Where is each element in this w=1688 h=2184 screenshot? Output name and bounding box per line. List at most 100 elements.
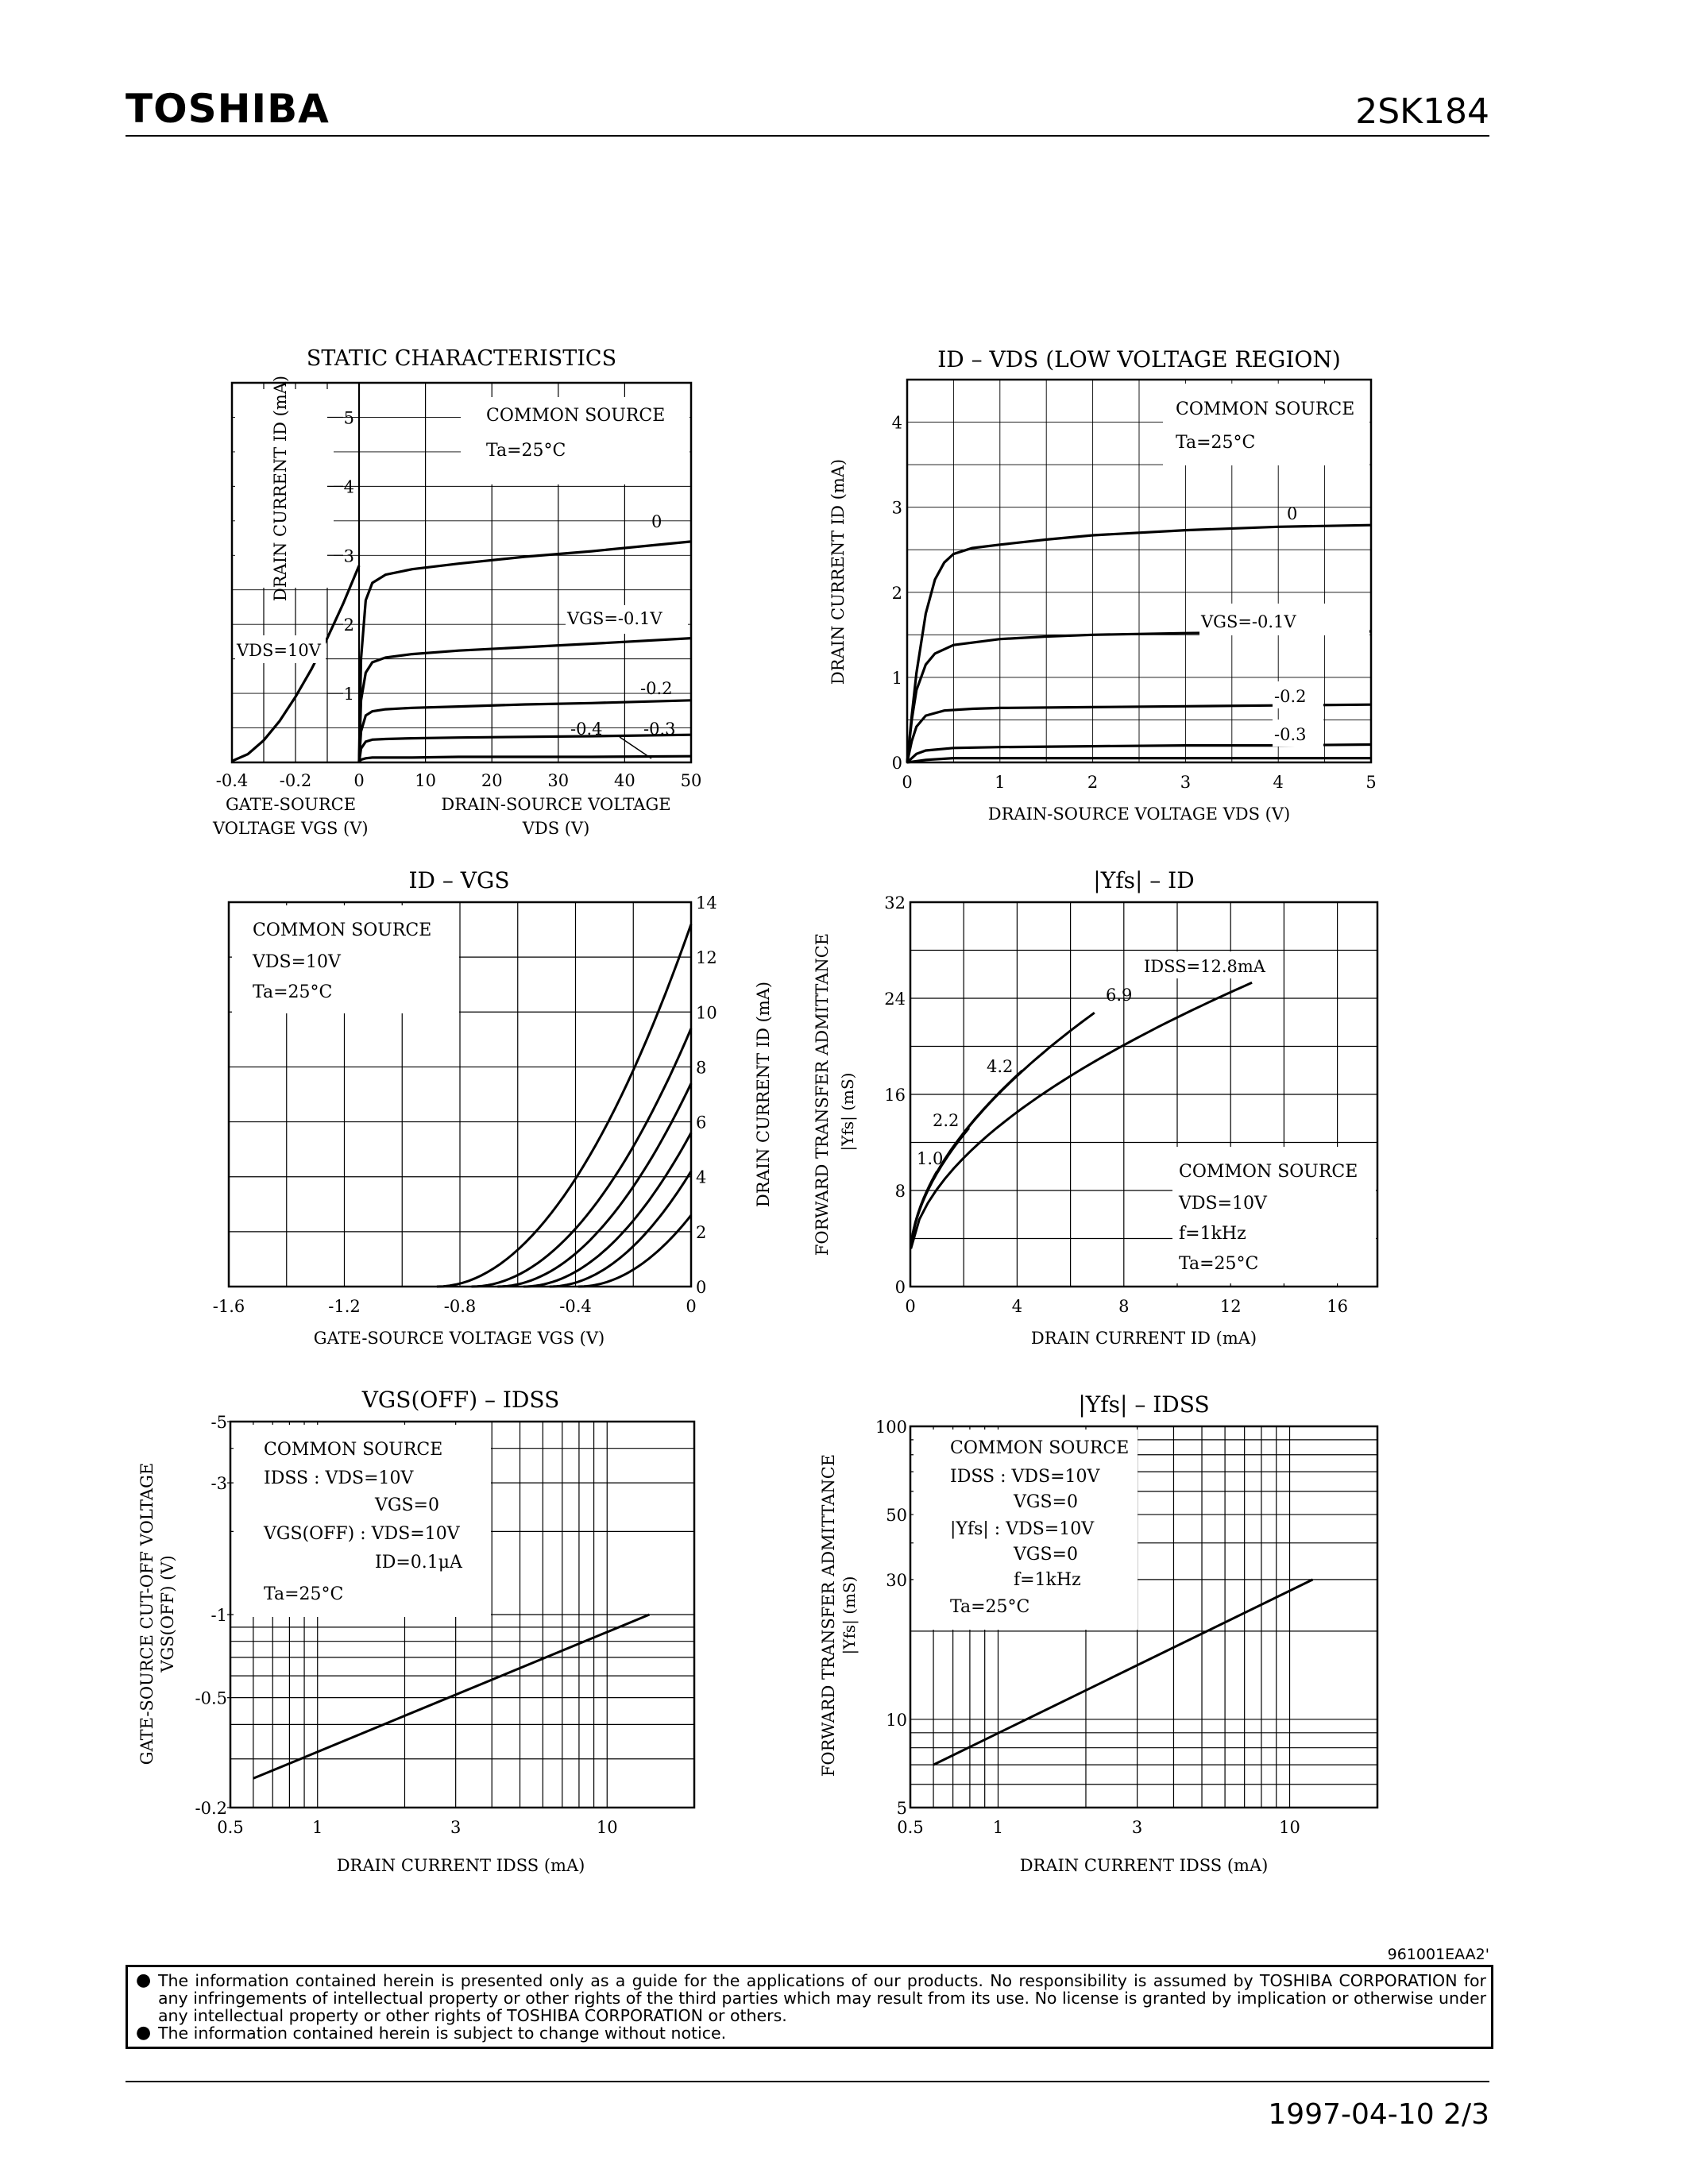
x-tick-label: 5 — [1365, 773, 1376, 792]
x-axis-label: DRAIN CURRENT IDSS (mA) — [337, 1856, 585, 1875]
transfer-curve — [578, 1214, 693, 1288]
condition-text: VDS=10V — [252, 952, 342, 972]
y-tick-label: 4 — [344, 477, 354, 496]
condition-text: VGS=0 — [1013, 1545, 1078, 1565]
output-curve — [357, 733, 692, 763]
chart-title: |Yfs| – IDSS — [1078, 1391, 1209, 1418]
x-axis-label: DRAIN-SOURCE VOLTAGE VDS (V) — [988, 805, 1290, 824]
condition-text: Ta=25°C — [486, 441, 566, 461]
chart-title: |Yfs| – ID — [1093, 867, 1194, 893]
series-label: 0 — [1287, 504, 1297, 523]
admittance-line — [933, 1578, 1314, 1766]
legend-background — [234, 1425, 491, 1617]
y-tick-label: 2 — [892, 584, 902, 603]
y-tick-label: 2 — [344, 615, 354, 635]
disclaimer-text: The information contained herein is subj… — [158, 2024, 727, 2043]
y-tick-label: 10 — [886, 1711, 907, 1730]
y-tick-label: -1 — [211, 1606, 227, 1625]
document-id: 961001EAA2' — [1387, 1946, 1489, 1963]
y-tick-label: 4 — [892, 414, 902, 433]
plot-frame — [906, 378, 1373, 764]
y-tick-label: 6 — [696, 1113, 706, 1133]
disclaimer-text: The information contained herein is pres… — [158, 1971, 1486, 2025]
y-axis-label: |Yfs| (mS) — [840, 1576, 859, 1655]
output-curve — [357, 637, 692, 763]
x-axis-label: DRAIN-SOURCE VOLTAGE — [441, 795, 670, 814]
output-curve — [906, 743, 1372, 764]
y-tick-label: 0 — [696, 1278, 706, 1297]
date-page: 1997-04-10 2/3 — [1268, 2098, 1489, 2131]
x-tick-label: -1.6 — [213, 1297, 245, 1316]
y-tick-label: 5 — [897, 1799, 907, 1818]
part-number: 2SK184 — [1355, 91, 1489, 132]
x-tick-label: 20 — [481, 771, 503, 790]
series-label: IDSS=12.8mA — [1144, 957, 1266, 976]
x-axis-label: GATE-SOURCE VOLTAGE VGS (V) — [314, 1329, 605, 1348]
cutoff-line — [253, 1613, 651, 1780]
transfer-curve — [471, 1028, 693, 1288]
y-tick-label: 8 — [895, 1182, 906, 1201]
transfer-curve — [231, 565, 361, 762]
series-label: -0.2 — [1274, 687, 1307, 706]
x-tick-label: 3 — [450, 1818, 461, 1837]
x-tick-label: 3 — [1132, 1818, 1142, 1837]
header-rule — [126, 135, 1489, 137]
y-tick-label: 3 — [344, 546, 354, 565]
chart-title: VGS(OFF) – IDSS — [361, 1387, 560, 1413]
y-tick-label: -0.2 — [195, 1799, 228, 1818]
x-tick-label: 3 — [1180, 773, 1191, 792]
condition-text: COMMON SOURCE — [950, 1438, 1129, 1458]
x-tick-label: -1.2 — [328, 1297, 361, 1316]
transfer-curve — [523, 1132, 693, 1288]
series-label: 0 — [651, 512, 662, 531]
legend-background — [1273, 681, 1323, 708]
y-tick-label: 1 — [892, 669, 902, 688]
bullet-icon: ● — [136, 1970, 152, 1990]
legend-background — [235, 635, 326, 663]
condition-text: COMMON SOURCE — [264, 1440, 442, 1460]
condition-text: ID=0.1μA — [375, 1553, 463, 1572]
condition-text: f=1kHz — [1179, 1224, 1246, 1244]
x-tick-label: -0.4 — [559, 1297, 592, 1316]
x-axis-label: GATE-SOURCE — [226, 795, 356, 814]
disclaimer-box: ● The information contained herein is pre… — [126, 1965, 1493, 2049]
series-label: 6.9 — [1106, 986, 1132, 1005]
series-label: -0.4 — [570, 720, 603, 739]
legend-background — [1273, 720, 1323, 747]
x-tick-label: 8 — [1118, 1297, 1129, 1316]
series-label: 4.2 — [987, 1057, 1013, 1076]
series-label: -0.2 — [640, 679, 673, 698]
legend-background — [1172, 1147, 1376, 1283]
condition-text: IDSS : VDS=10V — [950, 1467, 1101, 1487]
y-axis-label: FORWARD TRANSFER ADMITTANCE — [819, 1454, 838, 1777]
x-tick-label: 30 — [547, 771, 569, 790]
x-tick-label: 0 — [353, 771, 364, 790]
y-tick-label: 10 — [696, 1003, 717, 1022]
x-tick-label: 12 — [1220, 1297, 1242, 1316]
y-tick-label: 2 — [696, 1223, 706, 1242]
condition-text: VGS=0 — [374, 1495, 439, 1515]
y-tick-label: 100 — [875, 1418, 907, 1437]
x-tick-label: 16 — [1327, 1297, 1348, 1316]
y-axis-label: DRAIN CURRENT ID (mA) — [271, 376, 290, 601]
legend-background — [235, 389, 334, 588]
x-axis-label: DRAIN CURRENT ID (mA) — [1031, 1329, 1257, 1348]
x-tick-label: -0.8 — [444, 1297, 477, 1316]
output-curve — [906, 523, 1372, 763]
x-tick-label: 0 — [686, 1297, 696, 1316]
x-tick-label: 4 — [1273, 773, 1284, 792]
condition-text: COMMON SOURCE — [1179, 1162, 1358, 1182]
y-axis-label: DRAIN CURRENT ID (mA) — [829, 459, 848, 685]
y-tick-label: -0.5 — [195, 1689, 228, 1708]
series-label: -0.3 — [643, 720, 676, 739]
x-axis-label: VDS (V) — [522, 819, 590, 838]
x-tick-label: 50 — [681, 771, 702, 790]
x-axis-label: VOLTAGE VGS (V) — [212, 819, 369, 838]
output-curve — [357, 699, 692, 763]
x-tick-label: 0.5 — [217, 1818, 243, 1837]
legend-background — [914, 1430, 1138, 1630]
plot-frame — [909, 1425, 1379, 1809]
y-tick-label: 30 — [886, 1571, 907, 1590]
condition-text: IDSS : VDS=10V — [264, 1468, 415, 1488]
